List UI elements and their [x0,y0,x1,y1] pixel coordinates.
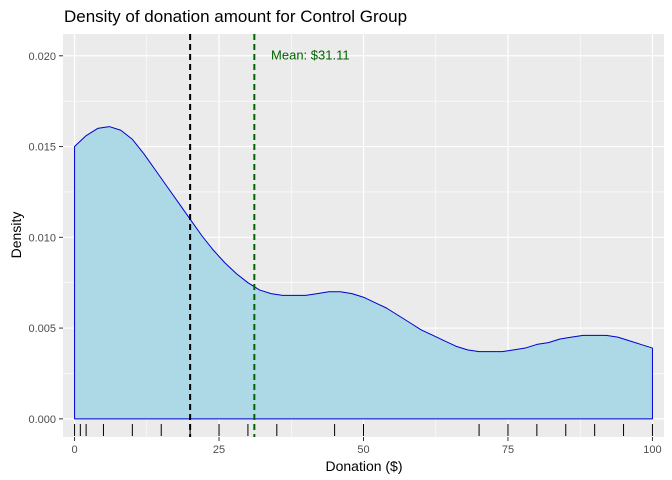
y-axis-title: Density [8,212,24,259]
y-axis-ticks: 0.000 0.005 0.010 0.015 0.020 [28,51,63,426]
x-axis-ticks: 0 25 50 75 100 [71,437,662,456]
annotations: Mean: $31.11 [271,47,350,62]
y-tick-label: 0.000 [28,414,56,426]
x-axis-title: Donation ($) [325,458,402,474]
chart-title: Density of donation amount for Control G… [64,7,407,26]
x-tick-label: 100 [643,444,661,456]
annotation-label: Mean: $31.11 [271,47,350,62]
y-tick-label: 0.020 [28,51,56,63]
x-tick-label: 0 [71,444,77,456]
density-area [74,126,653,420]
y-tick-label: 0.015 [28,142,56,154]
x-tick-label: 25 [213,444,225,456]
reference-lines [189,34,256,437]
x-tick-label: 50 [357,444,369,456]
rug-marks [74,424,653,436]
y-tick-label: 0.005 [28,323,56,335]
x-tick-label: 75 [502,444,514,456]
y-tick-label: 0.010 [28,232,56,244]
